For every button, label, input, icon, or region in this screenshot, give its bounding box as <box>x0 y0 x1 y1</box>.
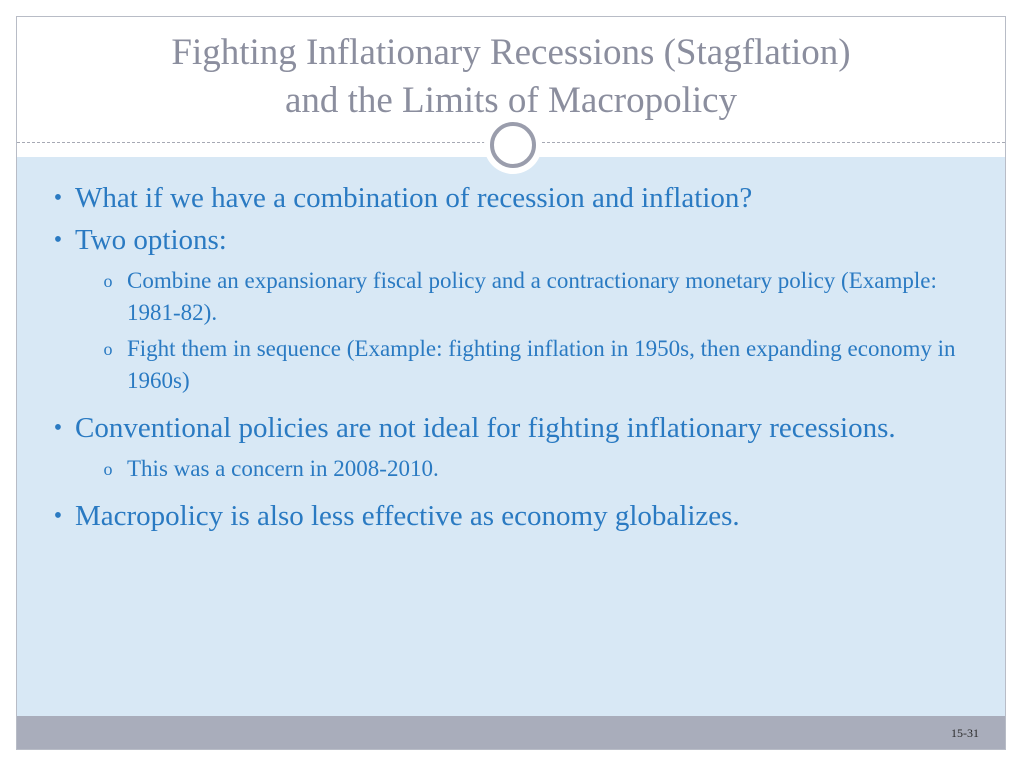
bullet-item: • Conventional policies are not ideal fo… <box>17 407 1005 449</box>
bullet-dot-icon: • <box>53 185 63 211</box>
bullet-item: • Two options: <box>17 219 1005 261</box>
sub-bullet-circle-icon: o <box>103 339 113 359</box>
title-line-1: Fighting Inflationary Recessions (Stagfl… <box>171 32 851 73</box>
footer-bar: 15-31 <box>17 716 1005 749</box>
bullet-text: What if we have a combination of recessi… <box>75 182 753 214</box>
page-number: 15-31 <box>951 726 979 740</box>
bullet-text: Conventional policies are not ideal for … <box>75 412 896 444</box>
emblem-ring <box>490 122 536 168</box>
slide: Fighting Inflationary Recessions (Stagfl… <box>16 16 1006 750</box>
sub-bullet-circle-icon: o <box>103 271 113 291</box>
slide-title: Fighting Inflationary Recessions (Stagfl… <box>37 29 985 125</box>
sub-bullet-item: o Combine an expansionary fiscal policy … <box>17 265 1005 329</box>
bullet-dot-icon: • <box>53 415 63 441</box>
sub-bullet-item: o Fight them in sequence (Example: fight… <box>17 333 1005 397</box>
bullet-text: Two options: <box>75 224 227 256</box>
circle-emblem-icon <box>484 116 542 174</box>
bullet-item: • What if we have a combination of reces… <box>17 177 1005 219</box>
sub-bullet-text: Fight them in sequence (Example: fightin… <box>127 336 956 393</box>
bullet-text: Macropolicy is also less effective as ec… <box>75 500 740 532</box>
sub-bullet-text: This was a concern in 2008-2010. <box>127 456 439 481</box>
sub-bullet-item: o This was a concern in 2008-2010. <box>17 453 1005 485</box>
bullet-list: • What if we have a combination of reces… <box>17 177 1005 537</box>
bullet-dot-icon: • <box>53 227 63 253</box>
bullet-dot-icon: • <box>53 503 63 529</box>
title-line-2: and the Limits of Macropolicy <box>284 80 738 121</box>
sub-bullet-text: Combine an expansionary fiscal policy an… <box>127 268 937 325</box>
content-area <box>17 157 1005 716</box>
sub-bullet-circle-icon: o <box>103 459 113 479</box>
bullet-item: • Macropolicy is also less effective as … <box>17 495 1005 537</box>
